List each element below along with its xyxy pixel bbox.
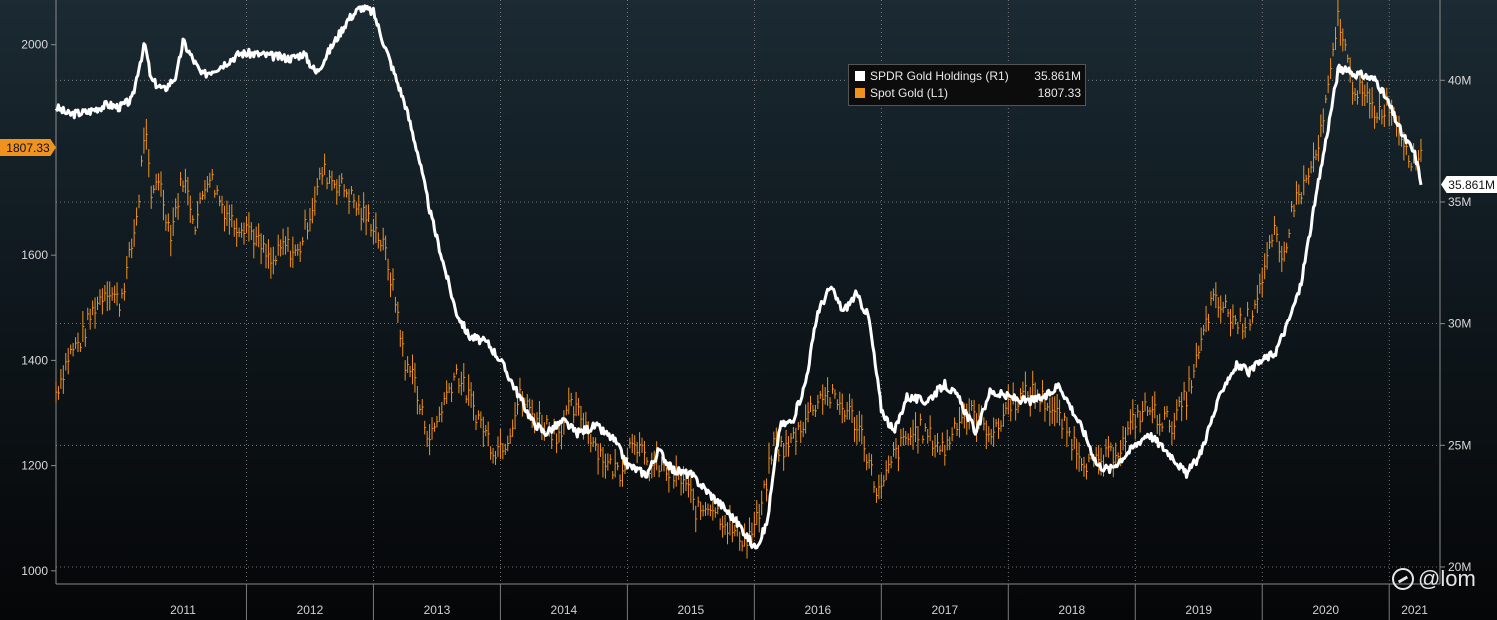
legend: SPDR Gold Holdings (R1) 35.861M Spot Gol… (848, 64, 1086, 106)
watermark-text: @lom (1418, 566, 1476, 591)
legend-label-gold: Spot Gold (L1) (870, 86, 949, 100)
x-axis: 2011 2012 2013 2014 2015 2016 2017 2018 2019 2020… (170, 584, 1428, 620)
left-tick-label: 1200 (21, 459, 48, 473)
x-tick-label: 2015 (678, 603, 705, 617)
x-tick-label: 2012 (297, 603, 324, 617)
right-tick-label: 20M (1448, 560, 1471, 574)
left-tick-label: 1600 (21, 248, 48, 262)
legend-swatch-gold (855, 88, 865, 98)
legend-item-gold: Spot Gold (L1) 1807.33 (855, 85, 1081, 101)
spot-gold-series (55, 0, 1423, 559)
x-tick-label: 2013 (424, 603, 451, 617)
last-value-tag-right-value: 35.861M (1448, 177, 1495, 192)
watermark: @lom (1392, 566, 1476, 592)
right-tick-label: 40M (1448, 73, 1471, 87)
x-tick-label: 2020 (1312, 603, 1339, 617)
legend-item-holdings: SPDR Gold Holdings (R1) 35.861M (855, 68, 1081, 84)
left-tick-label: 1400 (21, 353, 48, 367)
left-tick-label: 1000 (21, 564, 48, 578)
x-tick-label: 2019 (1185, 603, 1212, 617)
x-tick-label: 2018 (1058, 603, 1085, 617)
right-axis-ticks: 20M 25M 30M 35M 40M (1440, 73, 1471, 574)
left-axis-ticks: 1000 1200 1400 1600 2000 (21, 38, 56, 578)
legend-value-holdings: 35.861M (1034, 69, 1081, 83)
last-price-tag-left-value: 1807.33 (6, 140, 50, 155)
x-tick-label: 2021 (1401, 603, 1428, 617)
x-tick-label: 2016 (804, 603, 831, 617)
right-tick-label: 25M (1448, 438, 1471, 452)
last-price-tag-left: 1807.33 (0, 139, 56, 156)
x-tick-label: 2011 (170, 603, 196, 617)
right-tick-label: 35M (1448, 195, 1471, 209)
legend-label-holdings: SPDR Gold Holdings (R1) (870, 69, 1009, 83)
legend-swatch-holdings (855, 71, 865, 81)
x-tick-label: 2014 (551, 603, 578, 617)
spdr-holdings-series (54, 4, 1423, 550)
left-tick-label: 2000 (21, 38, 48, 52)
right-tick-label: 30M (1448, 317, 1471, 331)
bloomberg-logo-icon (1392, 568, 1414, 590)
holdings-line (54, 4, 1423, 550)
last-value-tag-right: 35.861M (1441, 176, 1497, 193)
grid-lines (55, 0, 1441, 585)
x-tick-label: 2017 (931, 603, 958, 617)
legend-value-gold: 1807.33 (1037, 86, 1081, 100)
